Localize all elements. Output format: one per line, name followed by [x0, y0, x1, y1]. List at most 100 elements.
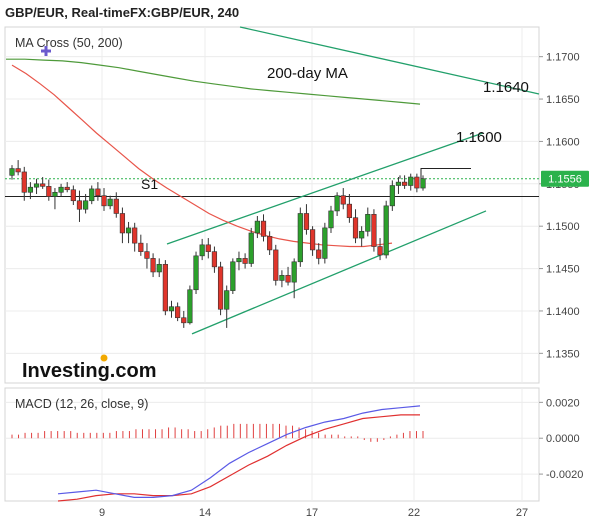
- candle: [401, 175, 408, 189]
- last-price-value: 1.1556: [548, 174, 582, 186]
- candle: [58, 183, 64, 197]
- candle: [408, 173, 414, 191]
- candle: [267, 231, 273, 256]
- x-tick-label: 17: [306, 507, 318, 519]
- labels: 9141722271.17001.16501.16001.15501.15001…: [99, 52, 583, 519]
- y-tick-label: 1.1400: [546, 306, 580, 318]
- candle: [52, 188, 58, 210]
- candle-body: [162, 264, 168, 312]
- candle-body: [52, 191, 58, 197]
- last-price-tag: 1.1556: [541, 170, 589, 187]
- candle: [340, 188, 346, 210]
- candle-body: [119, 213, 126, 234]
- y-tick-label: 1.1350: [546, 348, 580, 360]
- candle-body: [150, 258, 156, 273]
- candle: [107, 195, 113, 210]
- candle-body: [291, 261, 297, 283]
- candle-body: [279, 275, 285, 281]
- candle-body: [217, 266, 224, 310]
- candle-body: [303, 213, 310, 230]
- logo-dot-icon: [100, 354, 108, 362]
- candle-body: [260, 220, 267, 237]
- candle: [138, 234, 144, 256]
- candle-body: [267, 236, 273, 251]
- candle-body: [420, 178, 426, 189]
- candle: [230, 258, 236, 294]
- candle-body: [328, 210, 334, 229]
- price-panel-frame: [4, 26, 540, 384]
- candle: [95, 182, 101, 201]
- candle-body: [322, 227, 328, 259]
- candle: [40, 177, 46, 189]
- candle: [316, 243, 322, 265]
- target-1600-callout: [420, 168, 471, 179]
- candle: [303, 204, 310, 235]
- target-label-1640: 1.1640: [483, 79, 529, 96]
- candle-body: [64, 186, 70, 191]
- candle-body: [101, 195, 107, 207]
- ma200-label: 200-day MA: [267, 65, 348, 82]
- candle: [322, 222, 328, 264]
- ma50-line: [11, 64, 393, 248]
- candle: [162, 260, 168, 316]
- candle: [414, 173, 420, 193]
- ma-cross-marker-icon: [41, 46, 51, 56]
- candle-body: [89, 188, 95, 202]
- candle-body: [365, 214, 371, 232]
- candle-body: [33, 183, 40, 188]
- candle-body: [236, 258, 242, 263]
- candle: [309, 226, 316, 256]
- candle: [119, 207, 126, 244]
- candle: [83, 193, 89, 214]
- candle-body: [297, 213, 303, 263]
- candle: [365, 207, 371, 237]
- candle-body: [199, 244, 205, 257]
- candle-body: [371, 214, 377, 247]
- candle: [199, 238, 205, 261]
- candle-body: [334, 195, 340, 212]
- candle: [334, 192, 340, 217]
- macd-line: [57, 405, 421, 498]
- candle: [273, 244, 279, 286]
- candle-body: [248, 232, 254, 264]
- candle: [279, 270, 285, 288]
- y-tick-label: 1.1700: [546, 52, 580, 64]
- ma-cross-label: MA Cross (50, 200): [15, 36, 123, 50]
- candle-body: [76, 200, 83, 210]
- candle: [175, 302, 181, 322]
- y-tick-label: 1.1450: [546, 264, 580, 276]
- candle: [15, 160, 21, 176]
- candle: [371, 209, 377, 252]
- x-tick-label: 14: [199, 507, 211, 519]
- candle-body: [211, 251, 218, 268]
- candle: [346, 193, 352, 223]
- candle-body: [107, 198, 113, 207]
- candle-body: [309, 229, 316, 251]
- candle-body: [205, 244, 211, 252]
- candle-body: [193, 255, 199, 291]
- candle-body: [359, 230, 365, 239]
- candle: [181, 310, 187, 328]
- candle-body: [168, 306, 175, 312]
- candle-body: [346, 203, 352, 219]
- investing-logo: Investing.com: [22, 354, 156, 382]
- series: [6, 58, 426, 502]
- candle-body: [377, 246, 383, 256]
- candle-body: [15, 168, 21, 173]
- candle-body: [27, 186, 34, 193]
- candle-body: [83, 200, 89, 210]
- candle: [150, 253, 156, 278]
- candle-body: [414, 176, 420, 189]
- grid: [5, 27, 543, 501]
- candle-body: [224, 290, 230, 310]
- candle: [144, 243, 150, 269]
- candle: [27, 182, 34, 200]
- candle: [187, 285, 193, 325]
- candle-body: [58, 186, 64, 193]
- candle: [46, 179, 52, 201]
- candle-body: [242, 258, 248, 264]
- candle: [242, 253, 248, 269]
- x-tick-label: 9: [99, 507, 105, 519]
